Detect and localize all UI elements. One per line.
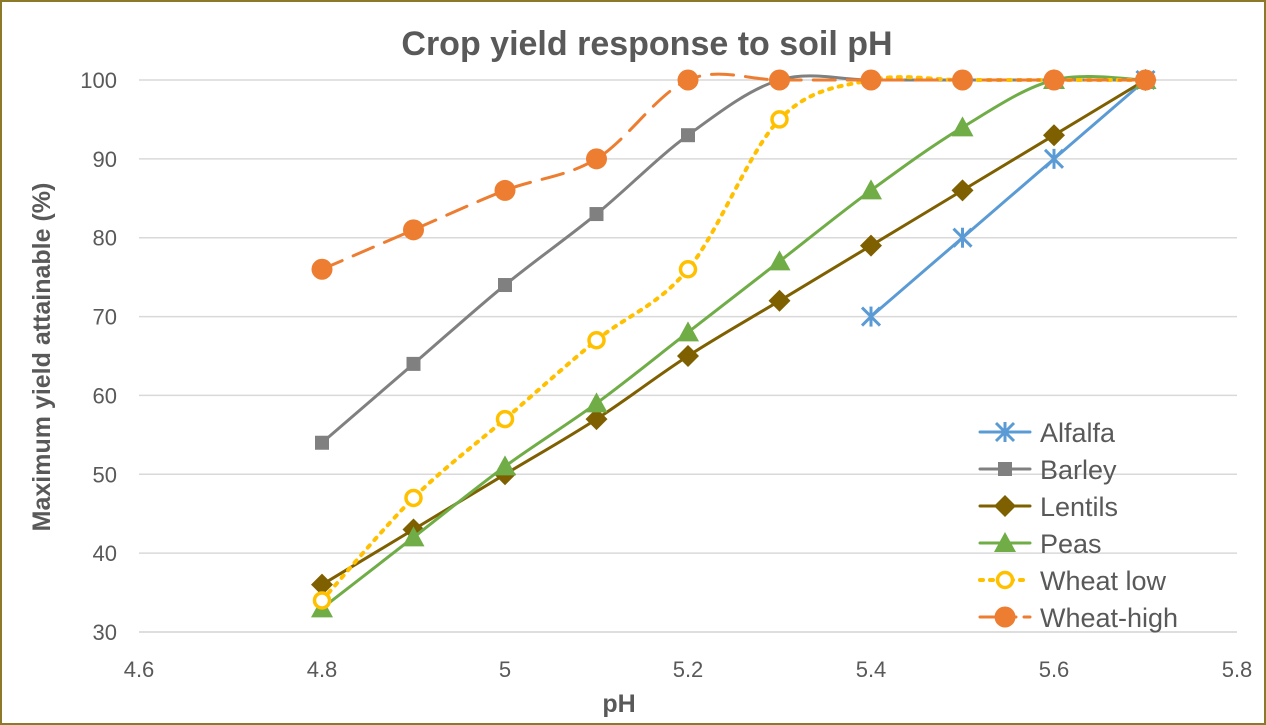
series-line-alfalfa [869, 78, 1147, 319]
y-tick-label: 40 [93, 541, 117, 566]
data-point-peas [585, 392, 608, 413]
x-tick-label: 5.8 [1222, 657, 1253, 682]
legend-label: Barley [1040, 455, 1117, 485]
legend-label: Wheat-high [1040, 603, 1178, 633]
x-tick-label: 5.6 [1039, 657, 1070, 682]
data-point-wheat-high [586, 148, 607, 170]
legend-label: Alfalfa [1040, 418, 1116, 448]
y-tick-label: 90 [93, 147, 117, 172]
data-point-wheat-high [311, 258, 333, 280]
legend-label: Peas [1040, 529, 1102, 559]
data-point-alfalfa [860, 306, 882, 327]
legend-marker [998, 462, 1012, 476]
data-point-lentils [1043, 124, 1065, 147]
x-tick-label: 5.2 [673, 657, 704, 682]
series-line-lentils [320, 78, 1147, 587]
series-line-peas [320, 75, 1147, 610]
data-point-lentils [677, 345, 699, 367]
y-tick-label: 100 [80, 68, 117, 93]
x-tick-label: 5 [499, 657, 511, 682]
data-point-barley [589, 207, 604, 222]
data-point-wheat-high [952, 69, 973, 91]
x-axis-title: pH [602, 690, 635, 718]
data-point-wheat-high [1135, 69, 1156, 91]
series-alfalfa [860, 69, 1156, 327]
series-wheat-high [311, 69, 1156, 280]
data-point-peas [951, 116, 974, 137]
y-axis-title: Maximum yield attainable (%) [28, 183, 56, 532]
data-point-barley [315, 435, 329, 450]
data-point-wheat-high [403, 219, 424, 241]
x-tick-label: 4.8 [307, 657, 338, 682]
series-layer [311, 69, 1157, 618]
gridlines [139, 79, 1237, 633]
legend-marker [994, 532, 1016, 552]
legend-item-lentils: Lentils [978, 492, 1118, 522]
series-line-barley [320, 74, 1147, 445]
chart-title: Crop yield response to soil pH [401, 25, 892, 63]
data-point-wheat-low [404, 488, 423, 508]
data-point-peas [677, 321, 699, 342]
data-point-wheat-high [769, 69, 790, 91]
y-tick-label: 50 [93, 462, 117, 487]
legend-marker [994, 495, 1016, 517]
data-point-alfalfa [1043, 148, 1065, 169]
y-tick-label: 30 [93, 620, 117, 645]
data-point-alfalfa [952, 227, 973, 248]
data-point-peas [860, 179, 882, 200]
y-tick-label: 80 [93, 226, 117, 251]
legend-item-alfalfa: Alfalfa [978, 418, 1116, 448]
data-point-lentils [311, 573, 333, 596]
data-point-lentils [951, 179, 974, 202]
x-tick-label: 5.4 [856, 657, 887, 682]
y-tick-label: 70 [93, 305, 117, 330]
y-tick-label: 60 [93, 383, 117, 408]
legend-item-barley: Barley [978, 455, 1117, 485]
data-point-wheat-high [860, 69, 882, 91]
data-point-wheat-high [1043, 69, 1065, 91]
legend-marker [995, 570, 1015, 590]
data-point-wheat-high [494, 179, 516, 201]
data-point-peas [402, 526, 425, 547]
data-point-lentils [860, 234, 882, 257]
x-tick-label: 4.6 [124, 657, 155, 682]
series-barley [315, 73, 1153, 450]
data-point-peas [494, 455, 516, 476]
data-point-wheat-low [770, 110, 789, 129]
data-point-wheat-high [677, 69, 699, 91]
data-point-wheat-low [678, 260, 698, 279]
data-point-barley [681, 128, 695, 143]
legend-item-peas: Peas [978, 529, 1102, 559]
axes: 30 40 50 60 70 80 90 100 4.6 4.8 5 5.2 5.4 5.6 5.8 [80, 68, 1252, 682]
data-point-wheat-low [495, 409, 515, 429]
series-line-wheat-high [320, 72, 1147, 271]
data-point-barley [406, 356, 421, 371]
legend: Alfalfa Barley Lentils Peas Wheat low Wheat-h… [978, 418, 1178, 633]
data-point-lentils [768, 289, 791, 312]
legend-item-wheat-low: Wheat low [978, 566, 1167, 596]
legend-marker [994, 421, 1016, 443]
data-point-wheat-low [587, 330, 606, 350]
legend-label: Lentils [1040, 492, 1118, 522]
legend-marker [994, 606, 1016, 628]
legend-item-wheat-high: Wheat-high [978, 603, 1178, 633]
data-point-peas [768, 250, 791, 271]
legend-label: Wheat low [1040, 566, 1167, 596]
data-point-barley [498, 278, 512, 293]
data-point-lentils [585, 408, 608, 431]
data-point-wheat-low [312, 591, 332, 610]
